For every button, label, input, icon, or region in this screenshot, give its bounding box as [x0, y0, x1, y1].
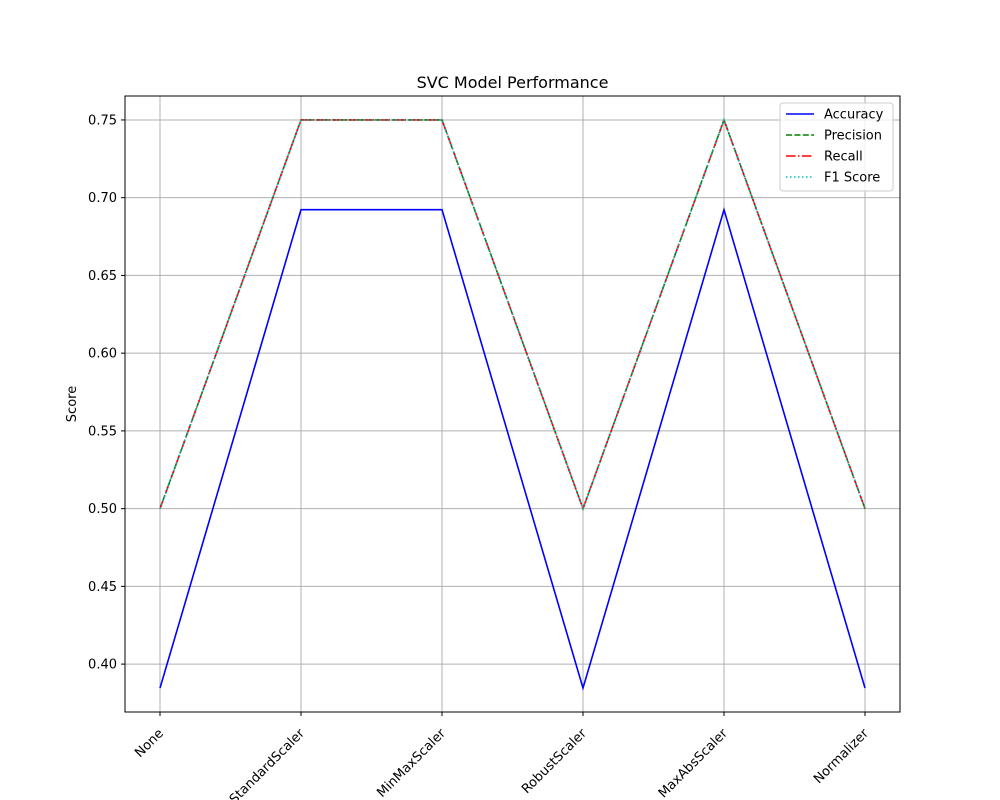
series-lines	[159, 117, 866, 691]
legend-label: Accuracy	[824, 108, 884, 123]
series-line-f1-score	[159, 117, 866, 511]
y-tick-label: 0.55	[88, 424, 117, 439]
plot-frame	[124, 95, 901, 713]
y-axis-label: Score	[65, 386, 80, 422]
series-line-accuracy	[159, 206, 866, 691]
y-tick-label: 0.50	[88, 502, 117, 517]
y-tick-label: 0.75	[88, 113, 117, 128]
legend-box	[779, 102, 894, 192]
y-tick-label: 0.70	[88, 191, 117, 206]
y-tick-label: 0.60	[88, 347, 117, 362]
chart-title: SVC Model Performance	[417, 73, 609, 92]
y-tick-label: 0.40	[88, 658, 117, 673]
series-line-recall	[159, 117, 866, 511]
legend-label: F1 Score	[824, 171, 880, 186]
grid	[125, 96, 900, 712]
y-tick-label: 0.45	[88, 580, 117, 595]
legend-label: Recall	[824, 150, 863, 165]
y-tick-label: 0.65	[88, 269, 117, 284]
legend-label: Precision	[824, 129, 882, 144]
legend: Accuracy Precision Recall F1 Score	[779, 102, 894, 192]
